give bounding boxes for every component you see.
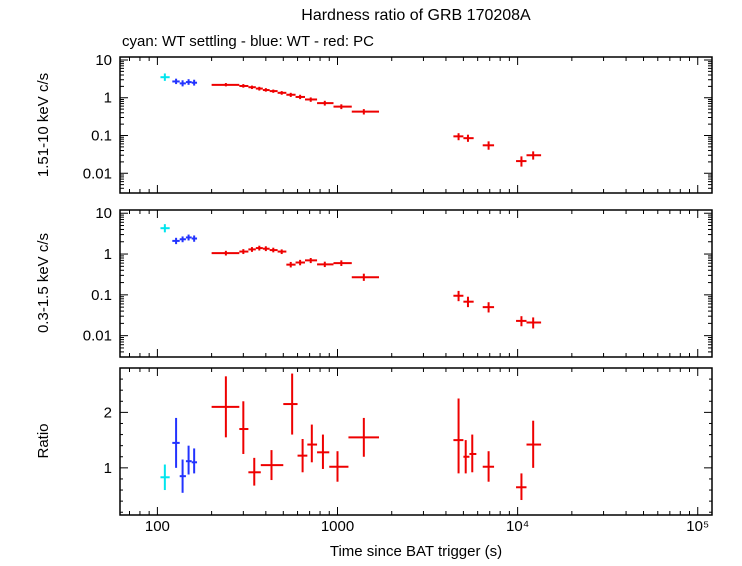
y-tick-label: 0.1 — [91, 287, 112, 304]
series-pc — [211, 245, 542, 329]
y-axis-ticks — [120, 212, 712, 358]
x-axis-title: Time since BAT trigger (s) — [330, 543, 502, 560]
y-tick-label: 10 — [95, 52, 112, 69]
x-axis-ticks — [128, 57, 699, 193]
panel-soft-band: 10 1 0.1 0.01 — [83, 205, 713, 358]
series-wt-settling — [160, 464, 170, 491]
series-wt — [172, 78, 198, 87]
y-axis-title-hard-band: 1.51-10 keV c/s — [35, 73, 52, 177]
series-wt — [172, 417, 198, 493]
y-tick-label: 1 — [104, 460, 112, 477]
y-axis-title-ratio: Ratio — [35, 423, 52, 458]
y-tick-label: 0.1 — [91, 128, 112, 145]
series-wt-settling — [160, 73, 170, 81]
x-tick-label: 1000 — [321, 518, 354, 535]
series-pc — [211, 83, 542, 167]
series-wt — [172, 234, 198, 245]
panel-frame — [119, 209, 713, 358]
panel-frame — [119, 56, 713, 194]
y-tick-label: 1 — [104, 90, 112, 107]
y-axis-title-soft-band: 0.3-1.5 keV c/s — [35, 233, 52, 333]
x-tick-label: 10⁵ — [686, 518, 709, 535]
figure-legend: cyan: WT settling - blue: WT - red: PC — [122, 33, 374, 50]
series-wt-settling — [160, 224, 170, 233]
x-tick-label: 10⁴ — [506, 518, 529, 535]
y-axis-ticks — [120, 378, 712, 513]
y-tick-label: 2 — [104, 404, 112, 421]
y-tick-label: 10 — [95, 205, 112, 222]
figure-title: Hardness ratio of GRB 170208A — [301, 7, 531, 24]
series-pc — [211, 373, 542, 501]
panel-ratio: 21 — [104, 367, 713, 516]
y-tick-label: 0.01 — [83, 165, 112, 182]
y-tick-label: 0.01 — [83, 328, 112, 345]
panel-frame — [119, 367, 713, 516]
y-tick-label: 1 — [104, 246, 112, 263]
y-axis-ticks — [120, 59, 712, 194]
x-tick-label: 100 — [145, 518, 170, 535]
x-axis-ticks — [128, 368, 699, 515]
panel-hard-band: 10 1 0.1 0.01 — [83, 52, 713, 194]
x-axis-ticks — [128, 210, 699, 357]
